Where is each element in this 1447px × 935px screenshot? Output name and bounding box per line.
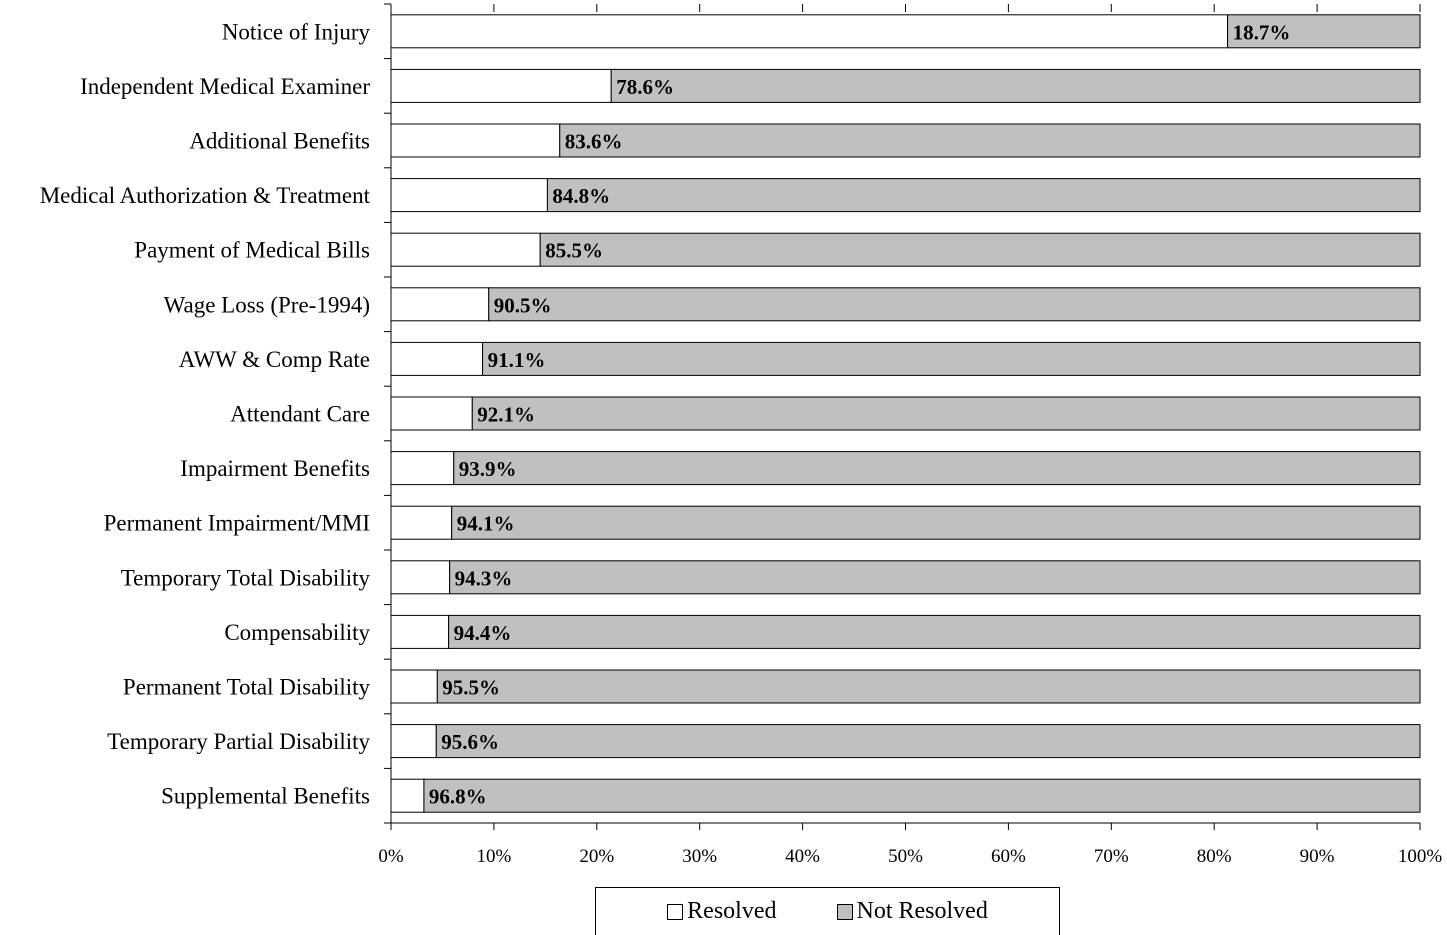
data-label: 91.1% [488,348,546,372]
x-tick-label: 70% [1094,846,1129,867]
bar-not-resolved [448,614,1421,649]
bar-not-resolved [451,505,1421,540]
bar-not-resolved [436,669,1421,704]
data-label: 84.8% [552,184,610,208]
bar-not-resolved [1227,14,1421,49]
category-label: Attendant Care [230,402,370,427]
data-label: 94.4% [454,621,512,645]
legend-item-not-resolved: Not Resolved [836,898,988,925]
category-label: Permanent Total Disability [123,675,371,700]
bar-not-resolved [471,396,1421,431]
bar-resolved [390,232,541,267]
bar-resolved [390,123,561,158]
legend-item-resolved: Resolved [667,898,777,925]
bar-resolved [390,669,438,704]
category-label: Notice of Injury [222,19,371,44]
category-label: Payment of Medical Bills [134,238,370,263]
category-label: Temporary Partial Disability [107,729,370,754]
x-tick-label: 20% [579,846,614,867]
x-tick-label: 90% [1300,846,1335,867]
bar-not-resolved [559,123,1421,158]
data-label: 95.5% [442,676,500,700]
category-label: Additional Benefits [189,129,370,154]
x-tick-label: 100% [1398,846,1443,867]
bar-not-resolved [488,287,1421,322]
data-label: 95.6% [441,730,499,754]
x-tick-label: 50% [888,846,923,867]
bar-not-resolved [539,232,1421,267]
category-label: Impairment Benefits [180,456,370,481]
data-label: 90.5% [494,293,552,317]
bar-not-resolved [449,560,1421,595]
bar-resolved [390,614,450,649]
legend-label-not-resolved: Not Resolved [856,898,988,924]
bar-resolved [390,778,425,813]
bar-resolved [390,287,490,322]
x-tick-label: 10% [476,846,511,867]
category-label: AWW & Comp Rate [179,347,370,372]
legend-swatch-not-resolved [836,903,853,920]
data-label: 18.7% [1233,20,1291,44]
bar-not-resolved [610,68,1421,103]
bar-not-resolved [482,341,1421,376]
bar-not-resolved [546,178,1421,213]
bar-not-resolved [453,451,1421,486]
legend-label-resolved: Resolved [687,898,777,924]
category-label: Independent Medical Examiner [80,74,370,99]
bar-resolved [390,68,612,103]
data-label: 85.5% [545,239,603,263]
x-tick-label: 60% [991,846,1026,867]
bar-resolved [390,724,437,759]
category-label: Medical Authorization & Treatment [40,183,371,208]
bar-resolved [390,505,453,540]
bar-resolved [390,14,1229,49]
data-label: 94.1% [457,512,515,536]
x-tick-label: 30% [682,846,717,867]
bar-resolved [390,341,484,376]
bar-resolved [390,451,455,486]
x-tick-label: 80% [1197,846,1232,867]
x-tick-label: 40% [785,846,820,867]
data-label: 93.9% [459,457,517,481]
stacked-bar-chart: 0% 10% 20% 30% 40% 50% 60% 70% 80% 90% 100% Notice … [40,3,1443,867]
x-tick-label: 0% [378,846,404,867]
category-label: Temporary Total Disability [121,565,371,590]
bar-resolved [390,560,451,595]
chart-legend: Resolved Not Resolved [595,887,1060,935]
legend-swatch-resolved [667,903,684,920]
data-label: 92.1% [477,403,535,427]
bar-not-resolved [423,778,1421,813]
data-label: 96.8% [429,785,487,809]
data-label: 83.6% [565,130,623,154]
data-label: 78.6% [616,75,674,99]
category-label: Wage Loss (Pre-1994) [164,292,370,317]
bar-not-resolved [435,724,1421,759]
category-label: Compensability [224,620,370,645]
data-label: 94.3% [455,566,513,590]
category-label: Supplemental Benefits [161,784,370,809]
category-label: Permanent Impairment/MMI [104,511,370,536]
bar-resolved [390,396,473,431]
bar-resolved [390,178,548,213]
